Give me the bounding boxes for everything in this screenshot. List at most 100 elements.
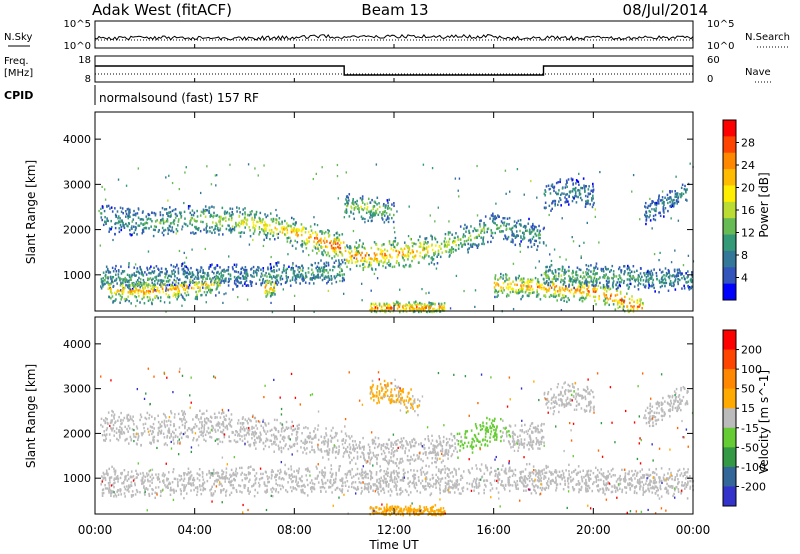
heatmap-cell xyxy=(505,224,507,228)
heatmap-cell xyxy=(633,270,636,274)
heatmap-cell xyxy=(213,211,215,215)
heatmap-cell xyxy=(295,247,297,250)
heatmap-cell xyxy=(120,431,123,434)
heatmap-cell xyxy=(684,184,686,188)
heatmap-cell xyxy=(547,184,550,187)
heatmap-cell xyxy=(160,280,163,284)
heatmap-cell xyxy=(655,271,658,275)
heatmap-cell xyxy=(648,282,650,285)
heatmap-cell xyxy=(126,437,128,441)
heatmap-cell xyxy=(101,185,103,189)
heatmap-cell xyxy=(214,227,216,230)
heatmap-cell xyxy=(461,245,463,248)
heatmap-cell xyxy=(671,274,673,278)
heatmap-cell xyxy=(660,280,663,284)
heatmap-cell xyxy=(387,306,390,310)
heatmap-cell xyxy=(396,243,398,247)
heatmap-cell xyxy=(270,294,273,297)
heatmap-cell xyxy=(571,199,574,203)
heatmap-cell xyxy=(140,443,142,447)
heatmap-cell xyxy=(553,186,555,190)
heatmap-cell xyxy=(545,269,547,273)
heatmap-cell xyxy=(327,444,329,447)
heatmap-cell xyxy=(585,271,587,274)
heatmap-cell xyxy=(344,246,346,249)
heatmap-cell xyxy=(177,272,180,275)
heatmap-cell xyxy=(103,188,106,191)
heatmap-cell xyxy=(638,298,641,301)
heatmap-cell xyxy=(537,281,540,284)
heatmap-cell xyxy=(477,440,480,443)
heatmap-cell xyxy=(484,223,486,227)
heatmap-cell xyxy=(568,195,570,198)
heatmap-cell xyxy=(200,210,203,214)
heatmap-cell xyxy=(420,307,423,310)
heatmap-cell xyxy=(158,429,160,433)
heatmap-cell xyxy=(132,415,134,418)
heatmap-cell xyxy=(604,267,607,270)
heatmap-cell xyxy=(667,289,670,292)
heatmap-cell xyxy=(200,426,203,430)
heatmap-cell xyxy=(117,276,120,279)
heatmap-cell xyxy=(502,281,505,285)
heatmap-cell xyxy=(343,216,346,219)
heatmap-cell xyxy=(627,266,630,269)
heatmap-cell xyxy=(149,277,152,280)
heatmap-cell xyxy=(441,450,444,453)
heatmap-cell xyxy=(419,301,421,305)
heatmap-cell xyxy=(150,272,152,275)
heatmap-cell xyxy=(172,221,175,224)
heatmap-cell xyxy=(324,264,327,267)
heatmap-cell xyxy=(161,284,164,288)
heatmap-cell xyxy=(420,458,422,461)
heatmap-cell xyxy=(189,220,191,223)
heatmap-cell xyxy=(267,266,269,269)
heatmap-cell xyxy=(124,280,127,284)
heatmap-cell xyxy=(320,448,323,451)
heatmap-cell xyxy=(164,276,166,279)
heatmap-cell xyxy=(649,214,651,217)
heatmap-cell xyxy=(676,192,678,195)
heatmap-cell xyxy=(448,444,451,447)
heatmap-cell xyxy=(196,297,199,301)
heatmap-cell xyxy=(352,448,354,451)
heatmap-cell xyxy=(486,230,488,234)
heatmap-cell xyxy=(519,279,522,282)
heatmap-cell xyxy=(168,211,170,215)
heatmap-cell xyxy=(659,214,662,218)
heatmap-cell xyxy=(606,282,609,285)
heatmap-cell xyxy=(409,263,411,267)
heatmap-cell xyxy=(521,278,524,281)
heatmap-cell xyxy=(172,230,175,234)
heatmap-cell xyxy=(276,264,278,267)
heatmap-cell xyxy=(427,245,430,248)
heatmap-cell xyxy=(294,427,297,431)
heatmap-cell xyxy=(313,310,315,313)
heatmap-cell xyxy=(444,232,447,236)
heatmap-cell xyxy=(403,259,406,262)
heatmap-cell xyxy=(495,227,498,231)
heatmap-cell xyxy=(369,309,372,312)
heatmap-cell xyxy=(364,265,366,269)
heatmap-cell xyxy=(134,283,137,286)
heatmap-cell xyxy=(249,418,251,422)
heatmap-cell xyxy=(355,257,358,260)
heatmap-cell xyxy=(167,226,169,230)
heatmap-cell xyxy=(238,231,240,234)
heatmap-cell xyxy=(655,274,658,278)
heatmap-cell xyxy=(332,448,334,452)
heatmap-cell xyxy=(588,193,590,196)
heatmap-cell xyxy=(581,300,584,303)
heatmap-cell xyxy=(298,228,300,232)
heatmap-cell xyxy=(184,265,186,268)
heatmap-cell xyxy=(373,307,375,311)
heatmap-cell xyxy=(110,414,113,417)
heatmap-cell xyxy=(534,266,537,269)
heatmap-cell xyxy=(464,431,467,434)
heatmap-cell xyxy=(219,217,222,220)
heatmap-cell xyxy=(119,432,122,435)
heatmap-cell xyxy=(557,294,560,297)
heatmap-cell xyxy=(121,219,123,222)
heatmap-cell xyxy=(220,271,222,274)
heatmap-cell xyxy=(317,445,319,449)
